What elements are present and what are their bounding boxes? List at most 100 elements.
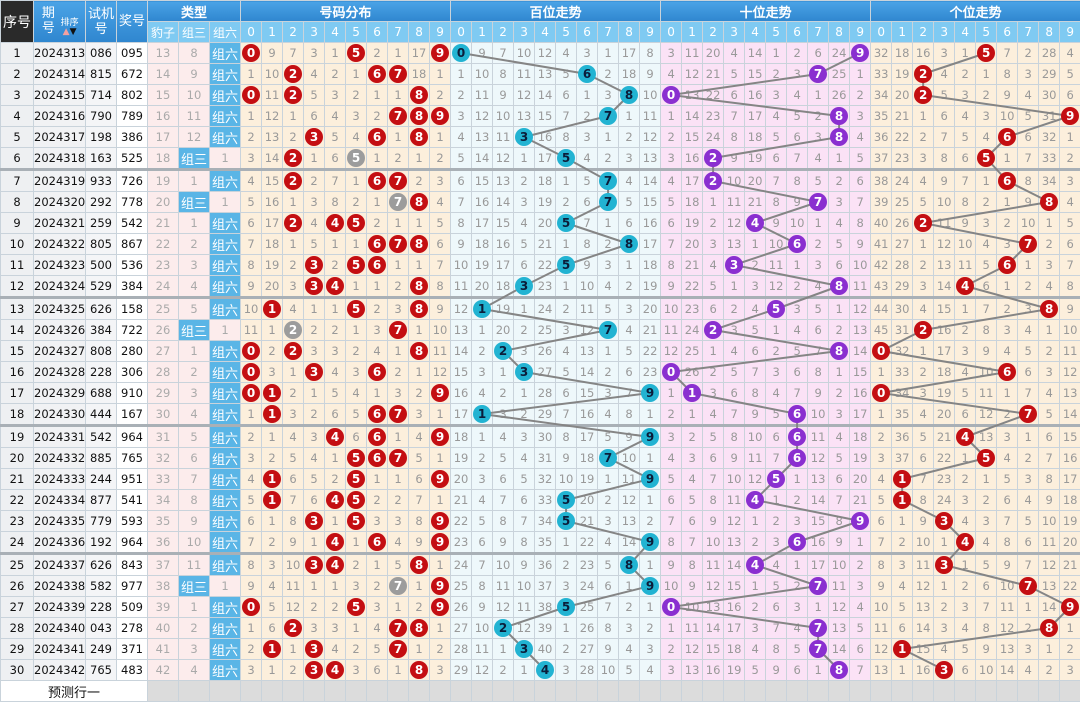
forecast-cell[interactable] xyxy=(514,681,535,702)
hundreds-cell-6: 25 xyxy=(577,597,598,618)
tens-cell-8: 8 xyxy=(829,511,850,532)
row-winning-number: 672 xyxy=(117,64,148,85)
forecast-cell[interactable] xyxy=(850,681,871,702)
dist-ball: 4 xyxy=(326,214,344,232)
forecast-cell[interactable] xyxy=(325,681,346,702)
forecast-cell[interactable] xyxy=(148,681,179,702)
forecast-cell[interactable] xyxy=(179,681,210,702)
tens-ball: 2 xyxy=(704,172,722,190)
hundreds-cell-5: 4 xyxy=(556,43,577,64)
hundreds-cell-5: 9 xyxy=(556,448,577,469)
row-trial-number: 626 xyxy=(86,554,117,576)
units-cell-8: 4 xyxy=(1039,383,1060,404)
forecast-cell[interactable] xyxy=(409,681,430,702)
forecast-cell[interactable] xyxy=(766,681,787,702)
units-group-header: 个位走势 xyxy=(871,1,1080,22)
forecast-cell[interactable] xyxy=(871,681,892,702)
hundreds-cell-5: 3 xyxy=(556,576,577,597)
tens-cell-7: 3 xyxy=(808,127,829,148)
dist-cell-1: 17 xyxy=(262,213,283,234)
hundreds-cell-6: 26 xyxy=(577,618,598,639)
forecast-cell[interactable] xyxy=(619,681,640,702)
col-period-header[interactable]: 期号 排序▲▼ xyxy=(34,1,86,43)
row-trial-number: 815 xyxy=(86,64,117,85)
forecast-cell[interactable] xyxy=(934,681,955,702)
hundreds-cell-8: 10 xyxy=(619,448,640,469)
hundreds-ball: 8 xyxy=(620,86,638,104)
dist-digit-header-7: 7 xyxy=(388,22,409,43)
hundreds-cell-4: 38 xyxy=(535,597,556,618)
tens-cell-7: 9 xyxy=(808,383,829,404)
forecast-cell[interactable] xyxy=(703,681,724,702)
forecast-cell[interactable] xyxy=(346,681,367,702)
forecast-cell[interactable] xyxy=(493,681,514,702)
dist-ball: 6 xyxy=(368,65,386,83)
forecast-cell[interactable] xyxy=(577,681,598,702)
forecast-cell[interactable] xyxy=(262,681,283,702)
hundreds-ball: 9 xyxy=(641,577,659,595)
forecast-cell[interactable] xyxy=(210,681,241,702)
units-cell-9: 4 xyxy=(1060,43,1080,64)
forecast-cell[interactable] xyxy=(388,681,409,702)
tens-cell-5: 11 xyxy=(766,255,787,276)
forecast-cell[interactable] xyxy=(892,681,913,702)
units-cell-9: 19 xyxy=(1060,511,1080,532)
sort-toggle[interactable]: 排序▲▼ xyxy=(61,19,79,37)
hundreds-cell-8: 5 xyxy=(619,660,640,681)
forecast-cell[interactable] xyxy=(1060,681,1080,702)
units-cell-0: 34 xyxy=(871,85,892,106)
tens-cell-0: 4 xyxy=(661,448,682,469)
units-ball: 2 xyxy=(914,86,932,104)
forecast-cell[interactable] xyxy=(1039,681,1060,702)
units-cell-6: 3 xyxy=(997,320,1018,341)
forecast-cell[interactable] xyxy=(283,681,304,702)
dist-cell-3: 3 xyxy=(304,255,325,276)
forecast-cell[interactable] xyxy=(682,681,703,702)
forecast-cell[interactable] xyxy=(745,681,766,702)
units-cell-1: 31 xyxy=(892,320,913,341)
dist-cell-7: 1 xyxy=(388,127,409,148)
tens-cell-4: 8 xyxy=(745,383,766,404)
tens-ball: 6 xyxy=(788,405,806,423)
dist-cell-1: 6 xyxy=(262,618,283,639)
forecast-cell[interactable] xyxy=(976,681,997,702)
units-cell-8: 4 xyxy=(1039,276,1060,298)
dist-cell-1: 1 xyxy=(262,383,283,404)
tens-cell-6: 5 xyxy=(787,639,808,660)
forecast-cell[interactable] xyxy=(787,681,808,702)
forecast-cell[interactable] xyxy=(661,681,682,702)
forecast-cell[interactable] xyxy=(472,681,493,702)
dist-ball: 7 xyxy=(389,640,407,658)
forecast-cell[interactable] xyxy=(367,681,388,702)
forecast-cell[interactable] xyxy=(829,681,850,702)
row-period: 2024333 xyxy=(34,469,86,490)
forecast-cell[interactable] xyxy=(1018,681,1039,702)
forecast-cell[interactable] xyxy=(535,681,556,702)
forecast-cell[interactable] xyxy=(241,681,262,702)
forecast-cell[interactable] xyxy=(724,681,745,702)
dist-cell-4: 5 xyxy=(325,383,346,404)
hundreds-cell-4: 4 xyxy=(535,660,556,681)
forecast-cell[interactable] xyxy=(598,681,619,702)
forecast-cell[interactable] xyxy=(997,681,1018,702)
hundreds-cell-0: 5 xyxy=(451,148,472,170)
forecast-cell[interactable] xyxy=(955,681,976,702)
tens-cell-3: 11 xyxy=(724,192,745,213)
forecast-cell[interactable] xyxy=(430,681,451,702)
forecast-cell[interactable] xyxy=(556,681,577,702)
forecast-cell[interactable] xyxy=(451,681,472,702)
units-cell-1: 5 xyxy=(892,597,913,618)
forecast-cell[interactable] xyxy=(304,681,325,702)
tens-ball: 6 xyxy=(788,428,806,446)
dist-ball: 0 xyxy=(242,598,260,616)
tens-cell-3: 7 xyxy=(724,106,745,127)
units-cell-7: 5 xyxy=(1018,341,1039,362)
units-cell-3: 2 xyxy=(934,597,955,618)
dist-cell-1: 15 xyxy=(262,170,283,192)
forecast-cell[interactable] xyxy=(913,681,934,702)
forecast-cell[interactable] xyxy=(808,681,829,702)
units-cell-7: 7 xyxy=(1018,404,1039,426)
forecast-cell[interactable] xyxy=(640,681,661,702)
hundreds-cell-5: 4 xyxy=(556,341,577,362)
hundreds-cell-5: 8 xyxy=(556,426,577,448)
